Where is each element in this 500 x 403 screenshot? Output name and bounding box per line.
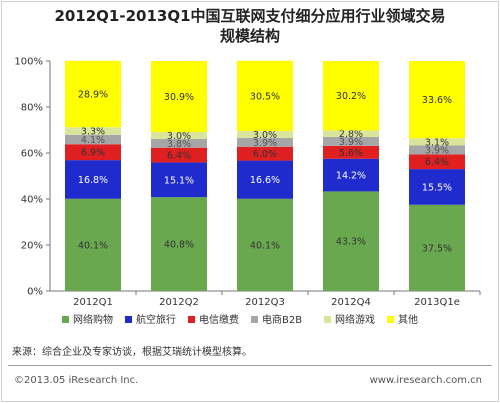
data-label: 3.9% bbox=[425, 145, 449, 156]
legend-label: 电信缴费 bbox=[199, 313, 239, 326]
data-label: 37.5% bbox=[422, 243, 452, 254]
legend-label: 电商B2B bbox=[262, 313, 302, 326]
chart-title-line-2: 规模结构 bbox=[219, 27, 280, 45]
x-tick-label: 2012Q4 bbox=[331, 297, 371, 308]
bar-segment bbox=[323, 136, 379, 146]
website-url: www.iresearch.com.cn bbox=[369, 375, 482, 386]
data-label: 4.1% bbox=[81, 135, 105, 146]
data-label: 3.1% bbox=[425, 137, 449, 148]
y-tick-label: 60% bbox=[21, 149, 43, 160]
data-label: 3.9% bbox=[339, 137, 363, 148]
legend-label: 航空旅行 bbox=[136, 313, 176, 326]
data-label: 3.8% bbox=[167, 139, 191, 150]
bar-segment bbox=[151, 162, 207, 198]
data-label: 3.0% bbox=[167, 131, 191, 142]
bar-segment bbox=[237, 60, 293, 131]
data-label: 5.6% bbox=[339, 148, 363, 159]
y-tick-label: 0% bbox=[27, 287, 43, 298]
bar-segment bbox=[409, 61, 465, 139]
legend-swatch bbox=[251, 316, 258, 323]
chart-title: 2012Q1-2013Q1中国互联网支付细分应用行业领域交易 规模结构 bbox=[0, 6, 500, 46]
bar-segment bbox=[65, 144, 121, 161]
data-label: 40.1% bbox=[250, 240, 280, 251]
data-label: 30.2% bbox=[336, 91, 366, 102]
data-label: 6.4% bbox=[167, 151, 191, 162]
bar-segment bbox=[65, 160, 121, 199]
data-label: 6.4% bbox=[425, 157, 449, 168]
bar-segment bbox=[323, 191, 379, 291]
bar-segment bbox=[65, 127, 121, 135]
bar-segment bbox=[151, 61, 207, 133]
bar-segment bbox=[151, 197, 207, 291]
data-label: 33.6% bbox=[422, 95, 452, 106]
bar-segment bbox=[323, 130, 379, 137]
data-label: 16.6% bbox=[250, 175, 280, 186]
y-tick-label: 20% bbox=[21, 241, 43, 252]
footer-divider bbox=[8, 365, 492, 366]
x-tick-label: 2013Q1e bbox=[414, 297, 460, 308]
bar-segment bbox=[409, 204, 465, 291]
data-label: 6.9% bbox=[81, 148, 105, 159]
data-label: 40.1% bbox=[78, 240, 108, 251]
data-label: 2.8% bbox=[339, 129, 363, 140]
data-label: 28.9% bbox=[78, 90, 108, 101]
data-label: 3.3% bbox=[81, 127, 105, 138]
bar-segment bbox=[65, 198, 121, 291]
legend-swatch bbox=[324, 316, 331, 323]
data-label: 15.1% bbox=[164, 175, 194, 186]
data-label: 15.5% bbox=[422, 182, 452, 193]
bar-segment bbox=[65, 60, 121, 128]
legend-swatch bbox=[62, 316, 69, 323]
copyright-text: ©2013.05 iResearch Inc. bbox=[14, 375, 139, 386]
data-label: 3.9% bbox=[253, 138, 277, 149]
bar-segment bbox=[151, 147, 207, 163]
source-note: 来源：综合企业及专家访谈，根据艾瑞统计模型核算。 bbox=[12, 347, 252, 358]
legend-swatch bbox=[188, 316, 195, 323]
x-tick-label: 2012Q2 bbox=[159, 297, 199, 308]
data-label: 43.3% bbox=[336, 237, 366, 248]
bar-segment bbox=[323, 158, 379, 192]
data-label: 16.8% bbox=[78, 175, 108, 186]
data-label: 30.5% bbox=[250, 91, 280, 102]
bar-segment bbox=[237, 130, 293, 138]
data-label: 14.2% bbox=[336, 171, 366, 182]
x-tick-label: 2012Q1 bbox=[73, 297, 113, 308]
legend-label: 网络游戏 bbox=[335, 313, 375, 326]
chart-title-line-1: 2012Q1-2013Q1中国互联网支付细分应用行业领域交易 bbox=[54, 7, 446, 25]
bar-segment bbox=[409, 169, 465, 205]
legend-swatch bbox=[387, 316, 394, 323]
y-tick-label: 80% bbox=[21, 103, 43, 114]
data-label: 40.8% bbox=[164, 240, 194, 251]
bar-segment bbox=[237, 198, 293, 291]
bar-segment bbox=[409, 154, 465, 170]
legend-label: 网络购物 bbox=[73, 313, 113, 326]
y-tick-label: 100% bbox=[14, 57, 43, 68]
y-tick-label: 40% bbox=[21, 195, 43, 206]
data-label: 30.9% bbox=[164, 92, 194, 103]
x-tick-label: 2012Q3 bbox=[245, 297, 285, 308]
bar-segment bbox=[323, 145, 379, 159]
data-label: 6.0% bbox=[253, 149, 277, 160]
bar-segment bbox=[151, 138, 207, 148]
data-label: 3.0% bbox=[253, 130, 277, 141]
bar-segment bbox=[409, 138, 465, 146]
bar-segment bbox=[237, 160, 293, 199]
legend-label: 其他 bbox=[398, 313, 418, 326]
bar-segment bbox=[151, 132, 207, 139]
legend-swatch bbox=[125, 316, 132, 323]
bar-segment bbox=[237, 146, 293, 161]
bar-segment bbox=[65, 134, 121, 145]
bar-segment bbox=[323, 61, 379, 131]
bar-segment bbox=[409, 145, 465, 155]
bar-segment bbox=[237, 137, 293, 147]
